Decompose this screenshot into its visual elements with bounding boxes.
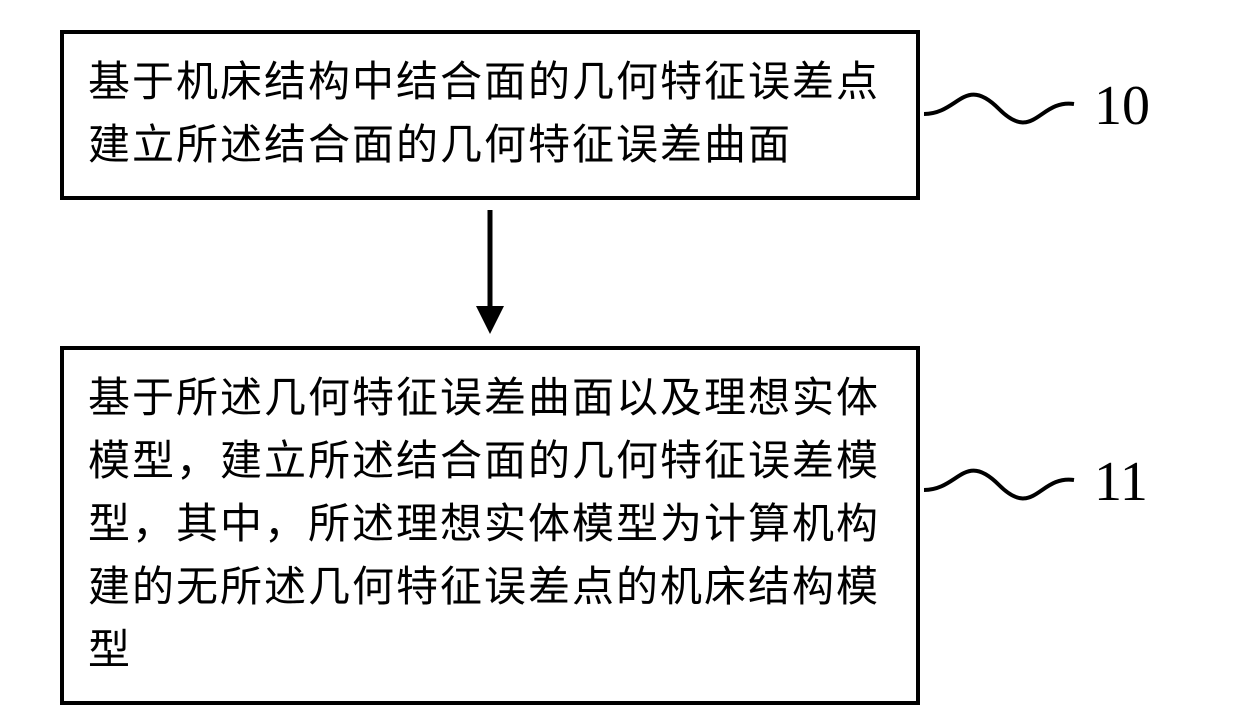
flow-step-11: 基于所述几何特征误差曲面以及理想实体模型，建立所述结合面的几何特征误差模型，其中… xyxy=(60,346,920,705)
flow-step-11-text: 基于所述几何特征误差曲面以及理想实体模型，建立所述结合面的几何特征误差模型，其中… xyxy=(88,368,892,683)
flow-step-10: 基于机床结构中结合面的几何特征误差点建立所述结合面的几何特征误差曲面 10 xyxy=(60,30,920,200)
flow-step-10-text: 基于机床结构中结合面的几何特征误差点建立所述结合面的几何特征误差曲面 xyxy=(88,52,892,178)
flowchart-container: 基于机床结构中结合面的几何特征误差点建立所述结合面的几何特征误差曲面 10 基于… xyxy=(60,30,1180,705)
flow-step-11-label: 11 xyxy=(1094,450,1148,514)
flow-step-10-label: 10 xyxy=(1094,74,1150,138)
connector-wave-11 xyxy=(924,440,1094,540)
flow-arrow-10-to-11 xyxy=(60,200,920,346)
arrow-down-icon xyxy=(460,208,520,338)
connector-wave-10 xyxy=(924,64,1094,164)
